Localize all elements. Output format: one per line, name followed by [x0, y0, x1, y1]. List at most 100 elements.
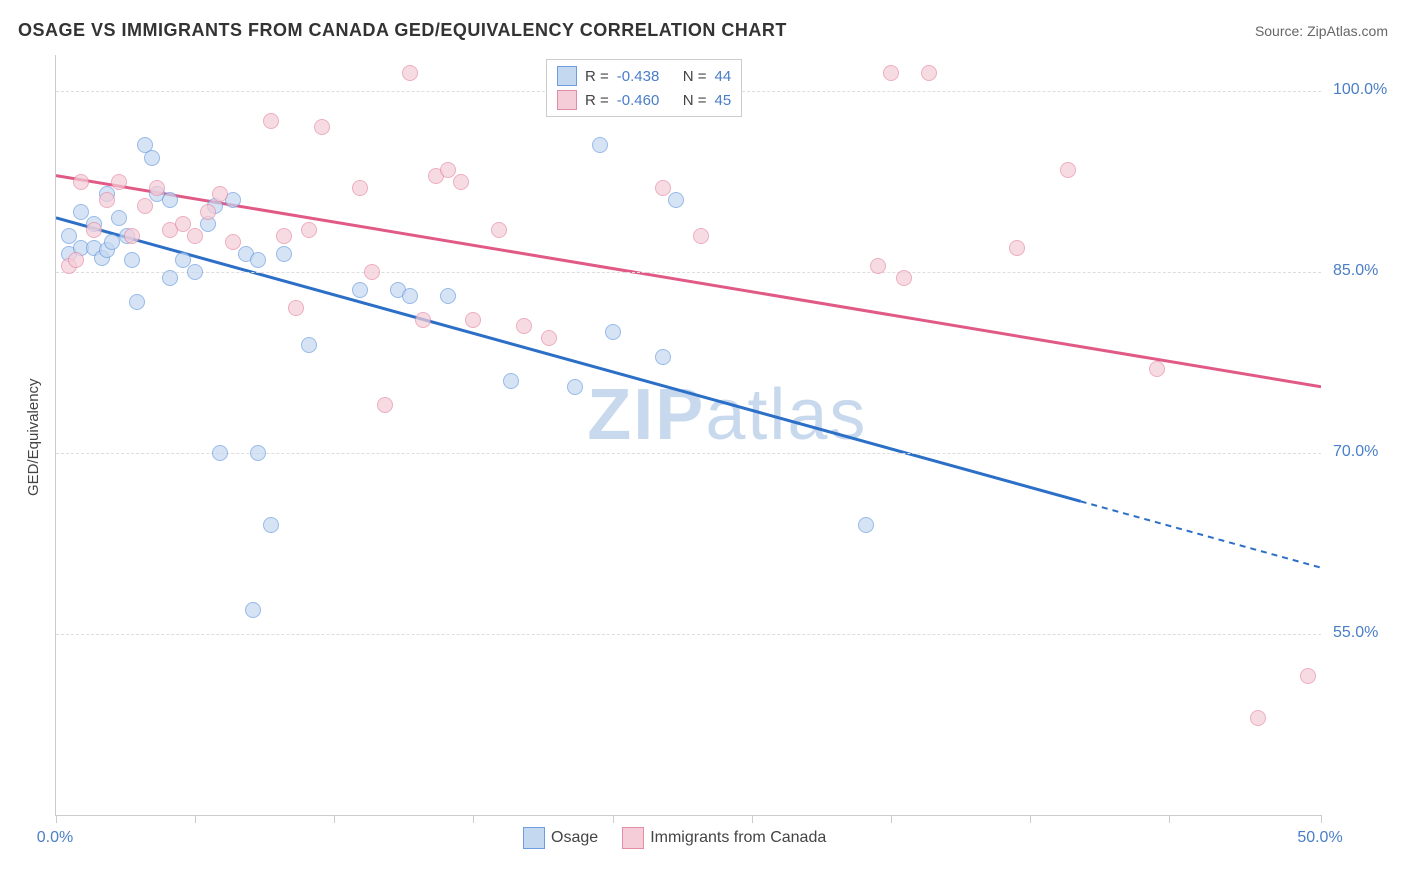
legend-series-name: Osage — [551, 829, 598, 847]
scatter-point — [162, 192, 178, 208]
x-tick — [334, 815, 335, 823]
trend-line — [56, 218, 1081, 501]
x-tick-label: 50.0% — [1297, 829, 1342, 847]
scatter-point — [288, 300, 304, 316]
legend-swatch — [523, 827, 545, 849]
scatter-point — [61, 228, 77, 244]
scatter-point — [605, 324, 621, 340]
legend-n-value: 44 — [715, 68, 732, 85]
y-tick-label: 55.0% — [1333, 624, 1378, 642]
watermark-zip: ZIP — [587, 375, 705, 455]
x-tick — [56, 815, 57, 823]
y-axis-label: GED/Equivalency — [25, 378, 42, 496]
scatter-point — [263, 113, 279, 129]
y-tick-label: 70.0% — [1333, 443, 1378, 461]
trend-line-extrapolated — [1081, 501, 1321, 567]
title-bar: OSAGE VS IMMIGRANTS FROM CANADA GED/EQUI… — [18, 20, 1388, 41]
legend-item: Osage — [523, 827, 598, 849]
scatter-point — [858, 517, 874, 533]
grid-line — [56, 453, 1321, 454]
scatter-point — [225, 234, 241, 250]
scatter-point — [111, 210, 127, 226]
x-tick — [473, 815, 474, 823]
scatter-point — [250, 445, 266, 461]
scatter-point — [245, 602, 261, 618]
watermark: ZIPatlas — [587, 374, 867, 456]
source-label: Source: ZipAtlas.com — [1255, 23, 1388, 39]
scatter-point — [896, 270, 912, 286]
scatter-point — [352, 180, 368, 196]
scatter-point — [541, 330, 557, 346]
scatter-point — [465, 312, 481, 328]
scatter-point — [301, 337, 317, 353]
scatter-point — [187, 228, 203, 244]
legend-n-label: N = — [683, 68, 707, 85]
legend-swatch — [557, 66, 577, 86]
x-tick-label: 0.0% — [37, 829, 73, 847]
x-tick — [1030, 815, 1031, 823]
x-tick — [1321, 815, 1322, 823]
scatter-point — [86, 222, 102, 238]
legend-item: Immigrants from Canada — [622, 827, 826, 849]
scatter-point — [655, 180, 671, 196]
x-tick — [195, 815, 196, 823]
trend-line — [56, 176, 1321, 387]
scatter-point — [73, 204, 89, 220]
scatter-point — [68, 252, 84, 268]
scatter-point — [1009, 240, 1025, 256]
scatter-point — [250, 252, 266, 268]
scatter-point — [1300, 668, 1316, 684]
legend-r-value: -0.460 — [617, 92, 675, 109]
scatter-point — [402, 288, 418, 304]
legend-n-value: 45 — [715, 92, 732, 109]
legend-n-label: N = — [683, 92, 707, 109]
legend-r-value: -0.438 — [617, 68, 675, 85]
scatter-point — [144, 150, 160, 166]
scatter-point — [440, 288, 456, 304]
legend-r-label: R = — [585, 68, 609, 85]
legend-correlation-row: R = -0.438 N = 44 — [557, 64, 731, 88]
x-tick — [613, 815, 614, 823]
scatter-point — [124, 228, 140, 244]
scatter-point — [276, 246, 292, 262]
scatter-point — [212, 445, 228, 461]
scatter-point — [187, 264, 203, 280]
scatter-point — [503, 373, 519, 389]
grid-line — [56, 272, 1321, 273]
legend-correlation-box: R = -0.438 N = 44 R = -0.460 N = 45 — [546, 59, 742, 117]
scatter-point — [137, 198, 153, 214]
legend-r-label: R = — [585, 92, 609, 109]
plot-area: ZIPatlas 55.0%70.0%85.0%100.0%R =-0.438N… — [55, 55, 1321, 816]
scatter-point — [162, 270, 178, 286]
scatter-point — [212, 186, 228, 202]
y-tick-label: 100.0% — [1333, 81, 1387, 99]
scatter-point — [111, 174, 127, 190]
scatter-point — [314, 119, 330, 135]
trend-lines-layer — [56, 55, 1321, 815]
scatter-point — [655, 349, 671, 365]
scatter-point — [453, 174, 469, 190]
legend-series-name: Immigrants from Canada — [650, 829, 826, 847]
legend-swatch — [622, 827, 644, 849]
scatter-point — [124, 252, 140, 268]
scatter-point — [668, 192, 684, 208]
scatter-point — [364, 264, 380, 280]
chart-title: OSAGE VS IMMIGRANTS FROM CANADA GED/EQUI… — [18, 20, 787, 41]
scatter-point — [1250, 710, 1266, 726]
scatter-point — [1060, 162, 1076, 178]
x-tick — [752, 815, 753, 823]
scatter-point — [73, 174, 89, 190]
scatter-point — [99, 192, 115, 208]
scatter-point — [149, 180, 165, 196]
grid-line — [56, 634, 1321, 635]
scatter-point — [567, 379, 583, 395]
scatter-point — [104, 234, 120, 250]
legend-correlation-row: R = -0.460 N = 45 — [557, 88, 731, 112]
scatter-point — [491, 222, 507, 238]
x-tick — [891, 815, 892, 823]
watermark-atlas: atlas — [705, 375, 867, 455]
scatter-point — [263, 517, 279, 533]
scatter-point — [352, 282, 368, 298]
legend-bottom: Osage Immigrants from Canada — [523, 827, 826, 849]
scatter-point — [440, 162, 456, 178]
